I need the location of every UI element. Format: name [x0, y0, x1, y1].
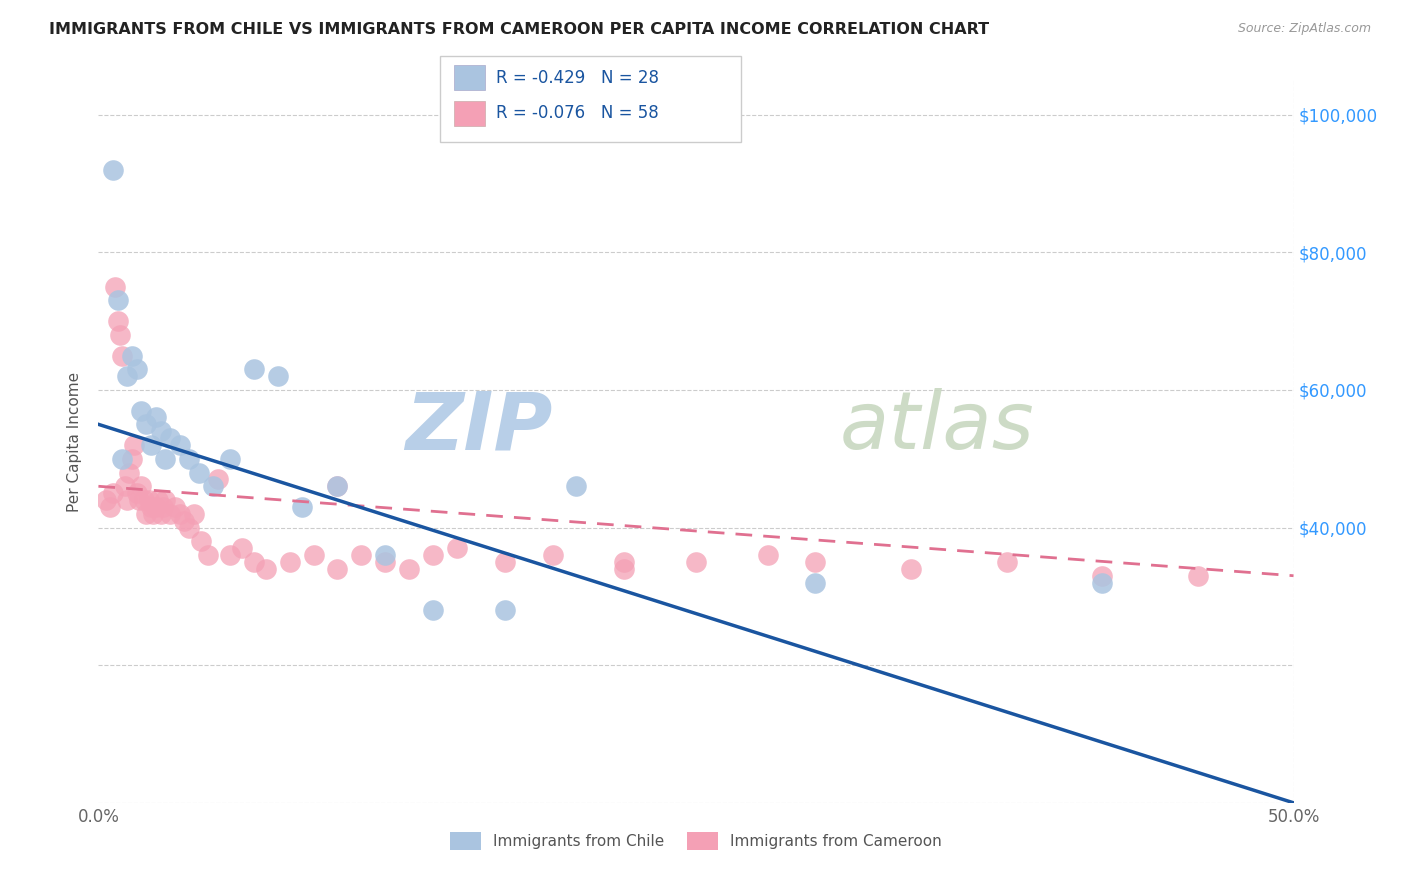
- Point: [173, 514, 195, 528]
- Point: [219, 548, 242, 562]
- Point: [111, 349, 134, 363]
- Point: [169, 438, 191, 452]
- Point: [291, 500, 314, 514]
- Point: [179, 451, 201, 466]
- Point: [94, 493, 117, 508]
- Text: R = -0.076   N = 58: R = -0.076 N = 58: [496, 104, 659, 122]
- Point: [374, 555, 396, 569]
- Point: [326, 479, 349, 493]
- Point: [179, 520, 201, 534]
- Point: [231, 541, 253, 556]
- Point: [121, 451, 143, 466]
- Point: [115, 369, 138, 384]
- Point: [446, 541, 468, 556]
- Point: [374, 548, 396, 562]
- Point: [155, 493, 177, 508]
- Point: [132, 493, 155, 508]
- Point: [104, 279, 127, 293]
- Point: [1091, 568, 1114, 582]
- Point: [149, 507, 172, 521]
- Point: [202, 479, 225, 493]
- Point: [326, 479, 349, 493]
- Legend: Immigrants from Chile, Immigrants from Cameroon: Immigrants from Chile, Immigrants from C…: [444, 826, 948, 856]
- Point: [243, 362, 266, 376]
- Point: [107, 314, 129, 328]
- Point: [422, 548, 444, 562]
- Point: [145, 410, 167, 425]
- Point: [278, 555, 301, 569]
- Point: [121, 349, 143, 363]
- Point: [254, 562, 277, 576]
- Point: [326, 562, 349, 576]
- Point: [197, 548, 219, 562]
- Point: [98, 500, 122, 514]
- Point: [145, 500, 167, 514]
- Point: [541, 548, 564, 562]
- Point: [804, 555, 827, 569]
- Point: [142, 507, 165, 521]
- Point: [398, 562, 420, 576]
- Point: [125, 486, 148, 500]
- Point: [111, 451, 134, 466]
- Point: [613, 562, 636, 576]
- Point: [685, 555, 707, 569]
- Point: [108, 327, 131, 342]
- Point: [152, 500, 174, 514]
- Point: [207, 472, 229, 486]
- Point: [163, 500, 186, 514]
- Point: [138, 493, 160, 508]
- Point: [565, 479, 588, 493]
- Point: [613, 555, 636, 569]
- Point: [118, 466, 141, 480]
- Point: [128, 493, 150, 508]
- Point: [183, 507, 205, 521]
- Text: ZIP: ZIP: [405, 388, 553, 467]
- Point: [148, 493, 170, 508]
- Point: [267, 369, 290, 384]
- Text: Source: ZipAtlas.com: Source: ZipAtlas.com: [1237, 22, 1371, 36]
- Point: [114, 479, 136, 493]
- Point: [131, 479, 153, 493]
- Point: [155, 451, 177, 466]
- Point: [159, 431, 181, 445]
- Point: [350, 548, 373, 562]
- Point: [494, 555, 516, 569]
- Point: [804, 575, 827, 590]
- Point: [115, 493, 138, 508]
- Point: [131, 403, 153, 417]
- Point: [494, 603, 516, 617]
- Point: [124, 438, 146, 452]
- Point: [900, 562, 922, 576]
- Text: IMMIGRANTS FROM CHILE VS IMMIGRANTS FROM CAMEROON PER CAPITA INCOME CORRELATION : IMMIGRANTS FROM CHILE VS IMMIGRANTS FROM…: [49, 22, 990, 37]
- Point: [243, 555, 266, 569]
- Point: [422, 603, 444, 617]
- Point: [139, 500, 162, 514]
- Point: [139, 438, 162, 452]
- Point: [135, 507, 157, 521]
- Point: [159, 507, 181, 521]
- Point: [302, 548, 325, 562]
- Point: [190, 534, 212, 549]
- Point: [101, 162, 124, 177]
- Point: [995, 555, 1018, 569]
- Point: [135, 417, 157, 432]
- Point: [187, 466, 209, 480]
- Point: [149, 424, 172, 438]
- Point: [169, 507, 191, 521]
- Point: [101, 486, 124, 500]
- Point: [756, 548, 779, 562]
- Text: atlas: atlas: [839, 388, 1035, 467]
- Point: [125, 362, 148, 376]
- Point: [107, 293, 129, 308]
- Text: R = -0.429   N = 28: R = -0.429 N = 28: [496, 69, 659, 87]
- Point: [1091, 575, 1114, 590]
- Point: [219, 451, 242, 466]
- Point: [1187, 568, 1209, 582]
- Y-axis label: Per Capita Income: Per Capita Income: [67, 371, 83, 512]
